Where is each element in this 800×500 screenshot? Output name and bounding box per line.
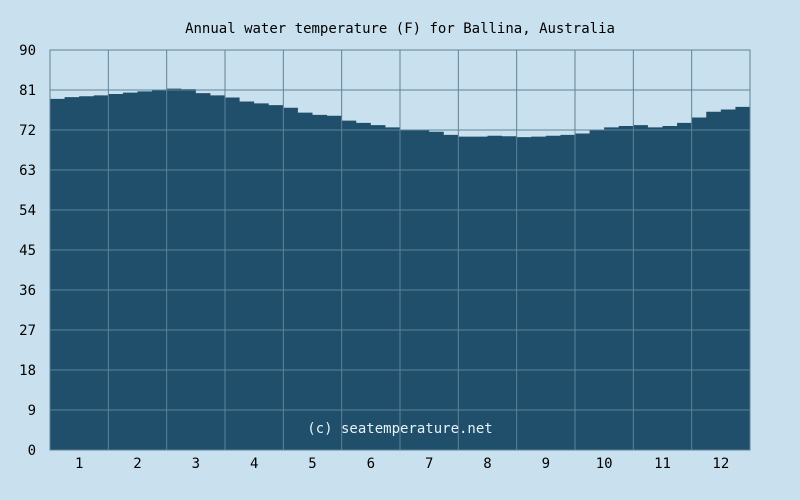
y-tick-label: 0 [28, 443, 36, 459]
y-tick-label: 18 [19, 363, 36, 379]
x-tick-label: 10 [596, 456, 613, 472]
y-tick-label: 54 [19, 203, 36, 219]
y-tick-label: 45 [19, 243, 36, 259]
x-tick-label: 11 [654, 456, 671, 472]
x-tick-label: 8 [483, 456, 491, 472]
plot-border [49, 49, 751, 451]
y-tick-label: 81 [19, 83, 36, 99]
y-tick-label: 27 [19, 323, 36, 339]
y-tick-label: 90 [19, 43, 36, 59]
x-tick-label: 12 [712, 456, 729, 472]
x-tick-label: 5 [308, 456, 316, 472]
y-tick-label: 72 [19, 123, 36, 139]
x-tick-label: 2 [133, 456, 141, 472]
y-tick-label: 63 [19, 163, 36, 179]
x-tick-label: 4 [250, 456, 258, 472]
x-tick-label: 3 [192, 456, 200, 472]
x-tick-label: 1 [75, 456, 83, 472]
chart-title: Annual water temperature (F) for Ballina… [185, 21, 615, 37]
credit-annotation: (c) seatemperature.net [307, 421, 492, 437]
y-tick-label: 36 [19, 283, 36, 299]
x-tick-label: 6 [367, 456, 375, 472]
x-tick-label: 7 [425, 456, 433, 472]
x-tick-label: 9 [542, 456, 550, 472]
y-tick-label: 9 [28, 403, 36, 419]
